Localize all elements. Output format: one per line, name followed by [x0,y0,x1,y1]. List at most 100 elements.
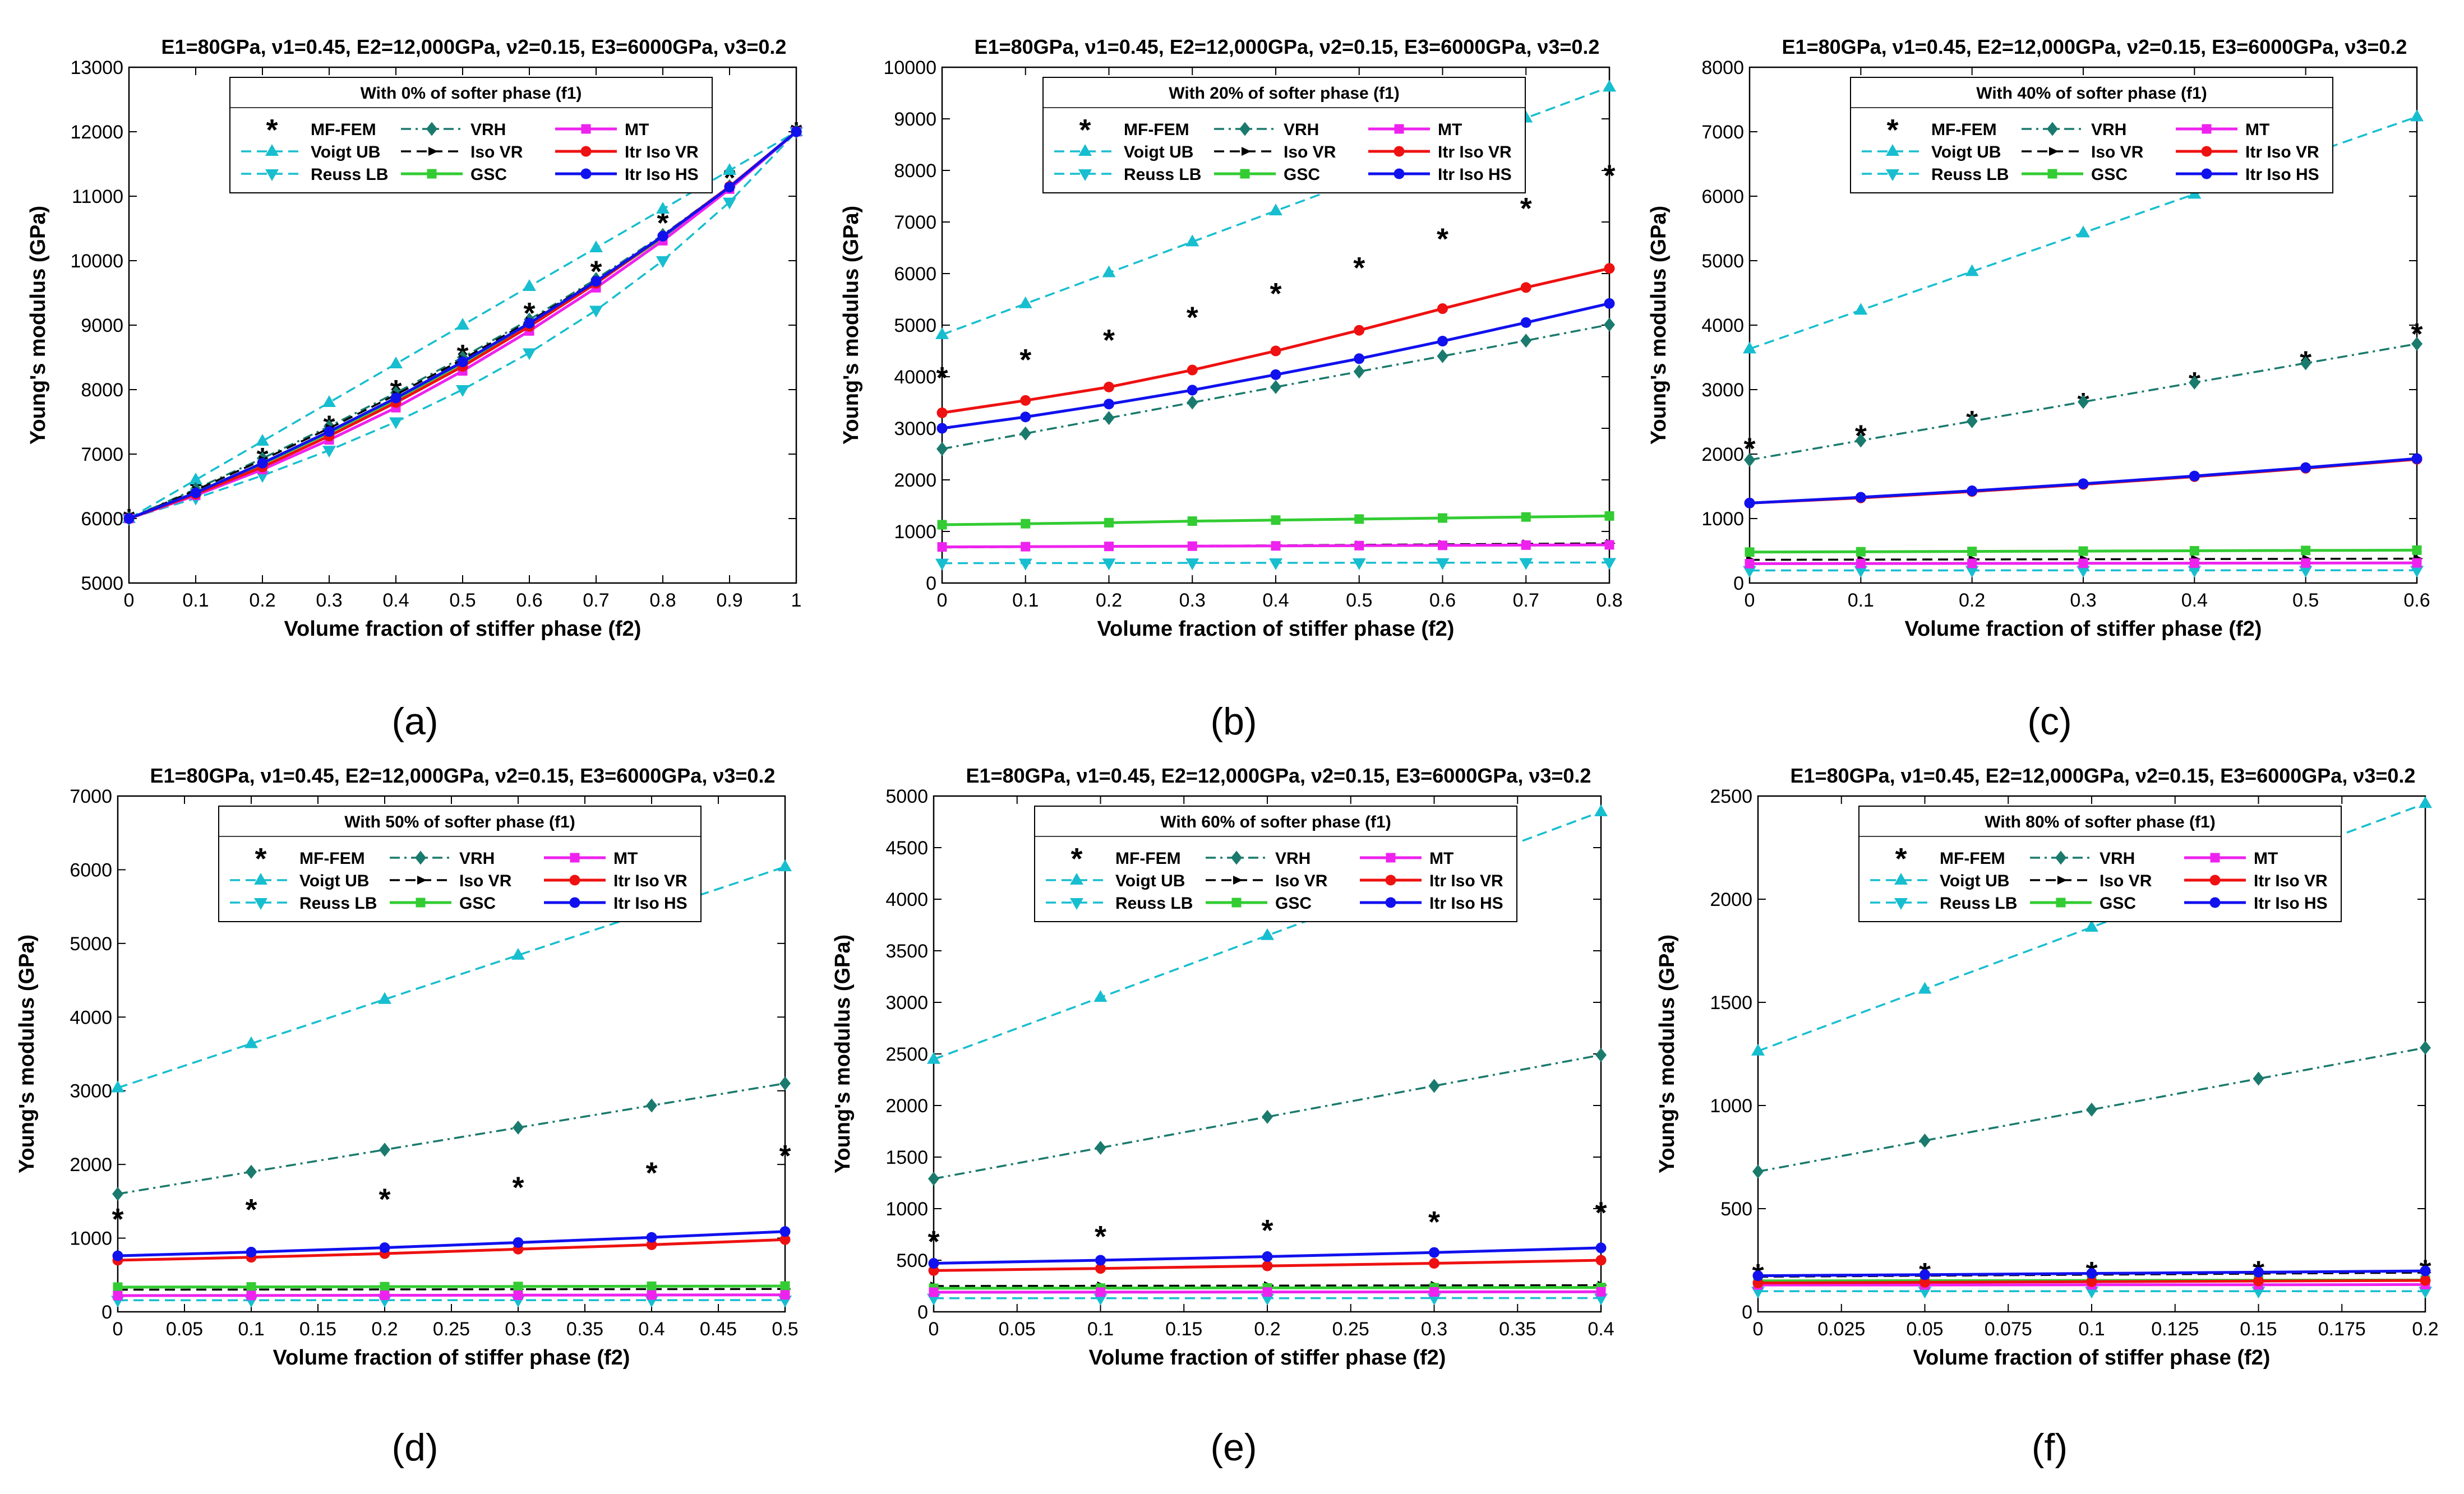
data-point-voigt-ub [1965,264,1979,276]
y-axis-label: Young's modulus (GPa) [15,935,39,1173]
data-point-itr-iso-vr [1187,364,1198,376]
data-point-itr-iso-hs [1919,1269,1930,1280]
legend-marker-iso-vr [428,147,438,156]
data-point-voigt-ub [778,859,792,872]
y-tick-label: 5000 [81,573,123,594]
legend-marker-vrh [1239,122,1251,136]
x-tick-label: 0.3 [1421,1319,1447,1340]
series-line-voigt-ub [942,86,1610,336]
legend: With 50% of softer phase (f1) * MF-FEM VRH M… [218,806,702,922]
data-point-vrh [1520,334,1532,348]
x-tick-label: 0.1 [2078,1319,2105,1340]
legend-label-iso-vr: Iso VR [2091,143,2144,161]
legend-marker-itr-iso-vr [2209,875,2221,886]
series-line-voigt-ub [1757,802,2426,1052]
data-point-vrh [1262,1109,1273,1124]
legend-marker-mf-fem: * [1070,842,1082,876]
data-point-mt [1354,540,1364,551]
legend-label-mf-fem: MF-FEM [1124,121,1189,139]
data-point-reuss-lb [456,385,469,397]
data-point-vrh [2420,1040,2431,1055]
y-tick-label: 1000 [70,1228,112,1250]
legend-label-iso-vr: Iso VR [1284,143,1336,161]
x-tick-label: 0.2 [2412,1319,2438,1340]
legend-label-iso-vr: Iso VR [1275,872,1328,890]
data-point-mt [780,1290,790,1300]
legend-label-mf-fem: MF-FEM [299,849,365,868]
data-point-gsc [2078,546,2088,556]
x-tick-label: 0.3 [1179,590,1206,611]
series-line-reuss-lb [128,131,797,520]
data-point-reuss-lb [2251,1287,2265,1299]
data-point-vrh [646,1098,657,1113]
legend-label-gsc: GSC [470,165,507,184]
data-point-reuss-lb [322,446,336,458]
data-point-mf-fem: * [1437,223,1448,256]
data-point-gsc [513,1282,523,1292]
x-tick-label: 0.1 [182,590,209,611]
data-point-gsc [246,1282,256,1292]
panel-letter: (d) [391,1426,438,1469]
x-tick-label: 0.125 [2151,1319,2199,1340]
data-point-itr-iso-hs [1262,1251,1273,1262]
x-tick-label: 0.35 [566,1319,603,1340]
data-point-itr-iso-hs [1967,485,1978,497]
panel-letter: (f) [2032,1426,2068,1469]
legend-marker-vrh [426,122,437,136]
chart-title: E1=80GPa, ν1=0.45, E2=12,000GPa, ν2=0.15… [975,35,1600,58]
data-point-vrh [1604,317,1615,332]
y-tick-label: 1000 [885,1199,928,1220]
y-tick-label: 2000 [1701,444,1744,465]
x-tick-label: 0.8 [1596,590,1622,611]
legend-marker-mf-fem: * [1895,842,1907,876]
data-point-voigt-ub [1185,234,1199,247]
legend: With 0% of softer phase (f1) * MF-FEM VRH MT… [229,77,713,193]
data-point-reuss-lb [2077,566,2090,578]
legend-label-itr-iso-vr: Itr Iso VR [613,872,687,890]
legend-marker-mt [570,853,580,863]
legend-label-mt: MT [625,121,649,139]
y-tick-label: 0 [101,1302,112,1323]
data-point-voigt-ub [1751,1043,1765,1056]
data-point-mf-fem: * [1103,323,1115,357]
data-point-reuss-lb [935,558,949,571]
x-tick-label: 0.025 [1817,1319,1865,1340]
data-point-itr-iso-hs [379,1242,390,1254]
data-point-vrh [2086,1102,2097,1117]
legend-label-gsc: GSC [2091,165,2128,184]
data-point-mf-fem: * [1520,192,1532,225]
x-tick-label: 0 [124,590,135,611]
data-point-voigt-ub [1918,982,1932,994]
y-axis-label: Young's modulus (GPa) [1647,206,1671,445]
data-point-reuss-lb [1965,566,1979,578]
data-point-itr-iso-hs [524,318,535,329]
data-point-itr-iso-hs [1270,369,1281,380]
legend-marker-mt [2202,124,2212,134]
data-point-itr-iso-vr [1595,1255,1607,1266]
x-axis-label: Volume fraction of stiffer phase (f2) [1905,617,2262,641]
legend-marker-gsc [2056,898,2066,908]
legend-marker-itr-iso-hs [2209,897,2221,908]
legend-label-gsc: GSC [1284,165,1320,184]
data-point-itr-iso-vr [1437,303,1448,314]
y-tick-label: 4000 [885,889,928,910]
data-point-mf-fem: * [1270,277,1281,311]
x-tick-label: 0.175 [2318,1319,2366,1340]
legend-marker-mf-fem: * [1886,113,1898,147]
legend-label-mf-fem: MF-FEM [1931,121,1997,139]
y-tick-label: 7000 [894,212,936,233]
data-point-reuss-lb [1352,558,1366,570]
data-point-itr-iso-hs [123,513,135,524]
y-tick-label: 500 [1720,1199,1752,1220]
x-tick-label: 0.7 [1513,590,1539,611]
legend-title: With 60% of softer phase (f1) [1160,813,1391,831]
legend-marker-mt [1386,853,1396,863]
data-point-itr-iso-hs [1855,492,1866,503]
data-point-voigt-ub [723,163,736,175]
data-point-voigt-ub [1102,265,1116,277]
data-point-vrh [1095,1140,1106,1155]
chart-title: E1=80GPa, ν1=0.45, E2=12,000GPa, ν2=0.15… [966,764,1591,787]
legend-marker-reuss-lb [265,169,279,181]
data-point-itr-iso-hs [646,1232,657,1243]
